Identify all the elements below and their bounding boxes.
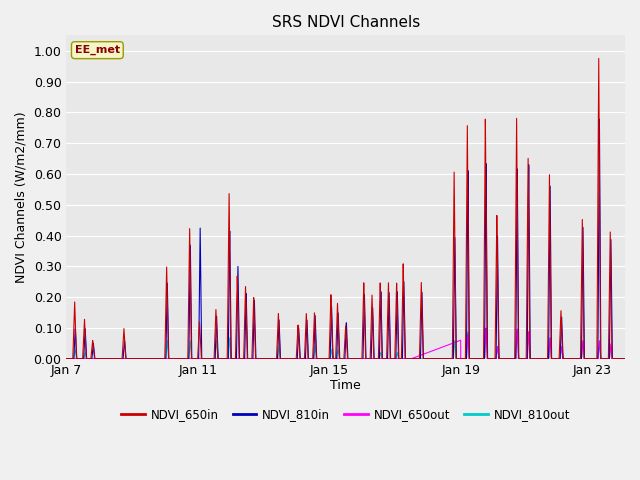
NDVI_650out — [63, 356, 70, 361]
NDVI_650in — [426, 356, 433, 361]
NDVI_810in — [164, 309, 172, 315]
Line: NDVI_650in: NDVI_650in — [67, 59, 625, 359]
NDVI_650in — [276, 348, 284, 353]
Legend: NDVI_650in, NDVI_810in, NDVI_650out, NDVI_810out: NDVI_650in, NDVI_810in, NDVI_650out, NDV… — [116, 403, 575, 426]
NDVI_810out — [482, 325, 490, 331]
NDVI_810in — [426, 356, 433, 361]
NDVI_650out — [479, 356, 487, 361]
NDVI_650in — [595, 56, 603, 61]
NDVI_650in — [479, 356, 487, 361]
NDVI_650in — [164, 327, 172, 333]
NDVI_650out — [164, 356, 172, 361]
Text: EE_met: EE_met — [75, 45, 120, 55]
NDVI_810in — [522, 356, 529, 361]
Title: SRS NDVI Channels: SRS NDVI Channels — [271, 15, 420, 30]
NDVI_650out — [522, 356, 530, 361]
NDVI_650out — [621, 356, 629, 361]
NDVI_650in — [397, 355, 405, 361]
NDVI_810in — [276, 338, 284, 344]
NDVI_650in — [522, 356, 529, 361]
NDVI_810out — [522, 356, 530, 361]
NDVI_650out — [276, 356, 284, 361]
NDVI_650out — [397, 356, 405, 361]
NDVI_650out — [426, 349, 433, 355]
NDVI_810out — [426, 356, 433, 361]
NDVI_810out — [479, 356, 487, 361]
Y-axis label: NDVI Channels (W/m2/mm): NDVI Channels (W/m2/mm) — [15, 111, 28, 283]
NDVI_650in — [621, 356, 629, 361]
NDVI_810in — [621, 356, 629, 361]
NDVI_810out — [397, 356, 405, 361]
NDVI_650out — [482, 325, 490, 331]
NDVI_650in — [63, 356, 70, 361]
NDVI_810out — [621, 356, 629, 361]
NDVI_810out — [276, 350, 284, 356]
NDVI_810out — [164, 345, 172, 350]
Line: NDVI_810out: NDVI_810out — [67, 328, 625, 359]
NDVI_810in — [397, 356, 405, 361]
NDVI_810out — [63, 356, 70, 361]
Line: NDVI_810in: NDVI_810in — [67, 119, 625, 359]
NDVI_810in — [479, 356, 487, 361]
X-axis label: Time: Time — [330, 379, 361, 392]
Line: NDVI_650out: NDVI_650out — [67, 328, 625, 359]
NDVI_810in — [596, 116, 604, 122]
NDVI_810in — [63, 356, 70, 361]
